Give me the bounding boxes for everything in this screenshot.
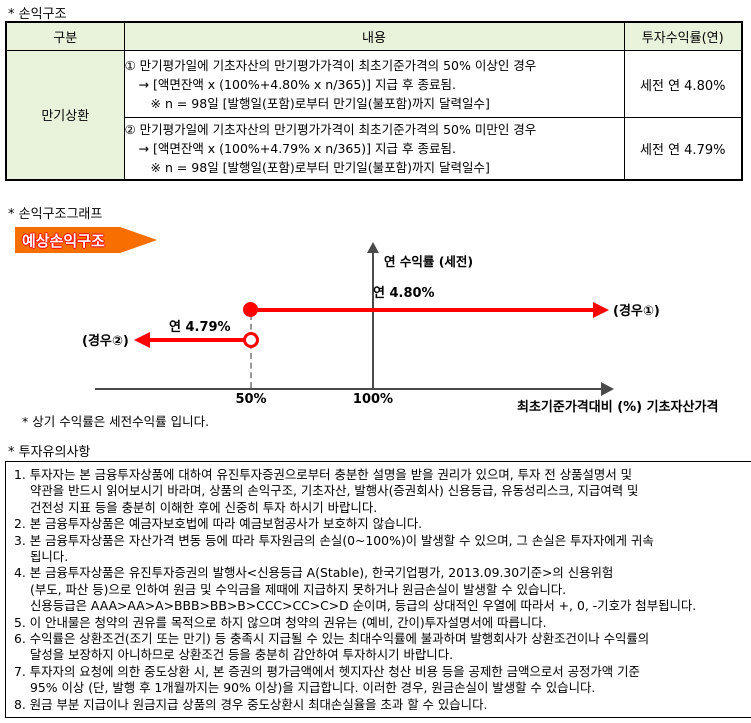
- table-row: 만기상환 ① 만기평가일에 기초자산의 만기평가가격이 최초기준가격의 50% …: [5, 50, 743, 180]
- case1-line: [251, 308, 595, 312]
- case2-payment-line: → [액면잔액 x (100%+4.79% x n/365)] 지급 후 종료됨…: [138, 140, 456, 156]
- case1-closed-point: [243, 302, 258, 317]
- case1-rate-label: 연 4.80%: [373, 286, 435, 301]
- condition-case1-cell: ① 만기평가일에 기초자산의 만기평가가격이 최초기준가격의 50% 이상인 경…: [123, 50, 625, 118]
- case2-label: (경우②): [82, 334, 129, 349]
- payoff-structure-table: 구분 내용 투자수익률(연) 만기상환 ① 만기평가일에 기초자산의 만기평가가…: [5, 21, 743, 181]
- note-item-7: 7. 투자자의 요청에 의한 중도상환 시, 본 증권의 평가금액에서 헷지자산…: [14, 663, 640, 696]
- case2-rate-label: 연 4.79%: [169, 320, 231, 335]
- note-item-5: 5. 이 안내물은 청약의 권유를 목적으로 하지 않으며 청약의 권유는 (예…: [14, 614, 547, 630]
- x-tick-50: 50%: [235, 392, 267, 407]
- case2-line: [148, 338, 251, 342]
- y-axis: [372, 252, 374, 389]
- note-item-6: 6. 수익률은 상환조건(조기 또는 만기) 등 충족시 지급될 수 있는 최대…: [14, 631, 650, 663]
- case2-open-point: [243, 332, 259, 348]
- expected-payoff-banner: 예상손익구조: [15, 227, 157, 253]
- case2-note-line: ※ n = 98일 [발행일(포함)로부터 만기일(불포함)까지 달력일수]: [150, 159, 490, 175]
- table-header-row: 구분 내용 투자수익률(연): [5, 21, 743, 51]
- x-axis: [95, 388, 605, 390]
- dashed-guide-line: [250, 314, 252, 388]
- case2-condition-line: ② 만기평가일에 기초자산의 만기평가가격이 최초기준가격의 50% 미만인 경…: [124, 121, 537, 137]
- case1-note-line: ※ n = 98일 [발행일(포함)로부터 만기일(불포함)까지 달력일수]: [150, 95, 490, 111]
- x-tick-100: 100%: [352, 392, 394, 407]
- x-axis-label: 최초기준가격대비 (%) 기초자산가격: [517, 400, 719, 415]
- expected-payoff-banner-label: 예상손익구조: [22, 231, 105, 250]
- x-axis-arrowhead-icon: [601, 382, 614, 396]
- case2-rate-cell: 세전 연 4.79%: [623, 117, 743, 180]
- col-header-content: 내용: [123, 21, 625, 51]
- note-item-2: 2. 본 금융투자상품은 예금자보호법에 따라 예금보험공사가 보호하지 않습니…: [14, 516, 423, 532]
- y-axis-label: 연 수익률 (세전): [384, 254, 474, 269]
- case1-condition-line: ① 만기평가일에 기초자산의 만기평가가격이 최초기준가격의 50% 이상인 경…: [124, 57, 537, 73]
- note-item-3: 3. 본 금융투자상품은 자산가격 변동 등에 따라 투자원금의 손실(0~10…: [14, 532, 654, 565]
- section-title-payoff-graph: * 손익구조그래프: [8, 207, 103, 222]
- y-axis-arrowhead-icon: [367, 242, 379, 253]
- case1-rate-cell: 세전 연 4.80%: [623, 50, 743, 118]
- case2-arrowhead-icon: [134, 332, 150, 348]
- note-item-4: 4. 본 금융투자상품은 유진투자증권의 발행사<신용등급 A(Stable),…: [14, 565, 697, 614]
- col-header-return-rate: 투자수익률(연): [623, 21, 743, 51]
- investment-cautions-box: 1. 투자자는 본 금융투자상품에 대하여 유진투자증권으로부터 충분한 설명을…: [5, 461, 751, 718]
- col-header-category: 구분: [5, 21, 125, 51]
- note-item-8: 8. 원금 부분 지급이나 원금지급 상품의 경우 중도상환시 최대손실율을 초…: [14, 696, 488, 712]
- section-title-payoff-structure: * 손익구조: [8, 7, 67, 22]
- chart-footnote: * 상기 수익률은 세전수익률 입니다.: [22, 414, 210, 429]
- condition-case2-cell: ② 만기평가일에 기초자산의 만기평가가격이 최초기준가격의 50% 미만인 경…: [123, 117, 625, 180]
- table-row: ② 만기평가일에 기초자산의 만기평가가격이 최초기준가격의 50% 미만인 경…: [6, 117, 743, 180]
- case1-label: (경우①): [613, 304, 660, 319]
- row-group-maturity-redemption: 만기상환: [5, 50, 125, 180]
- case1-payment-line: → [액면잔액 x (100%+4.80% x n/365)] 지급 후 종료됨…: [138, 76, 456, 92]
- section-title-investment-cautions: * 투자유의사항: [8, 445, 91, 460]
- case1-arrowhead-icon: [593, 302, 609, 318]
- note-item-1: 1. 투자자는 본 금융투자상품에 대하여 유진투자증권으로부터 충분한 설명을…: [14, 467, 639, 515]
